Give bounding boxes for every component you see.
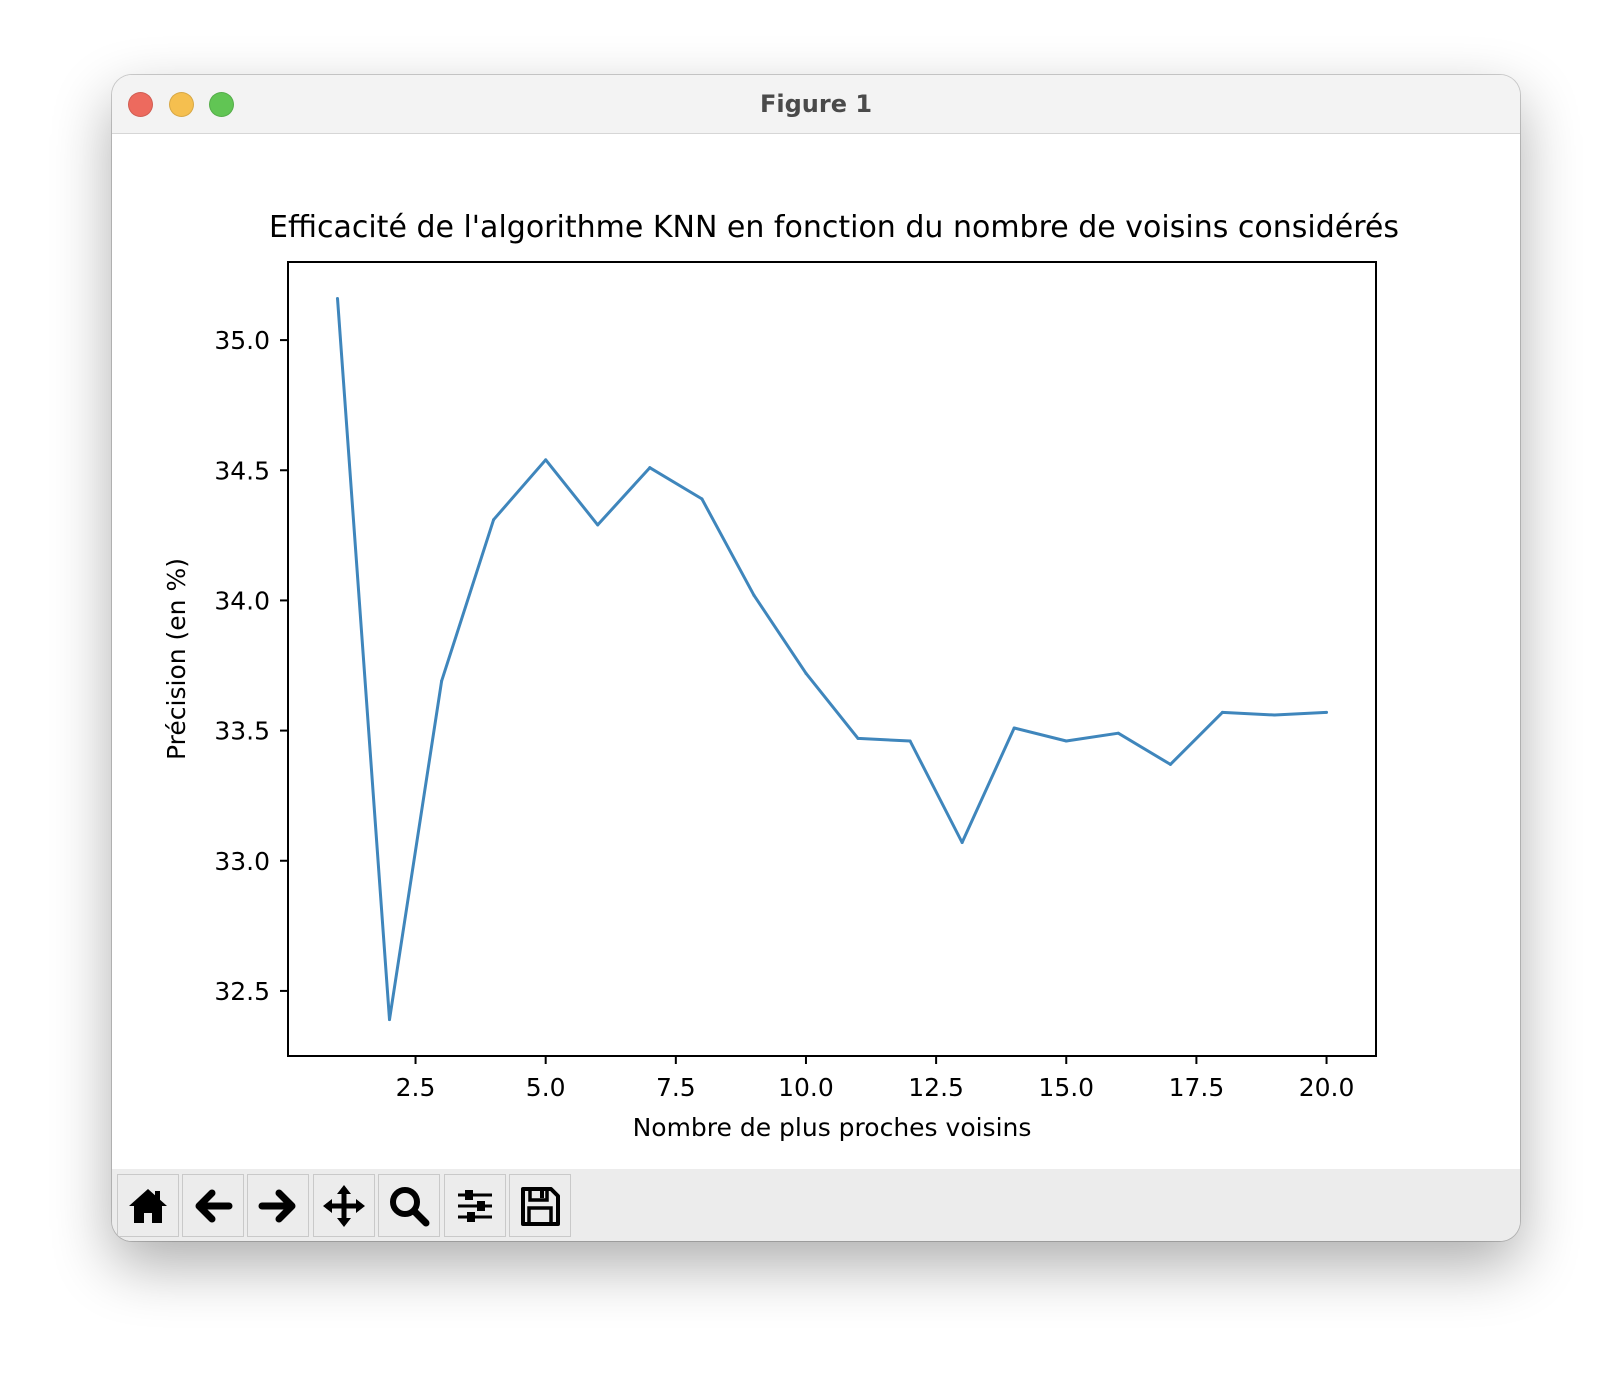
back-button[interactable] bbox=[182, 1174, 244, 1237]
save-floppy-icon bbox=[521, 1186, 560, 1226]
data-point bbox=[544, 458, 548, 462]
chart-title: Efficacité de l'algorithme KNN en foncti… bbox=[269, 210, 1399, 245]
maximize-window-button[interactable] bbox=[209, 92, 234, 117]
zoom-magnifier-icon bbox=[390, 1186, 430, 1226]
data-point bbox=[1325, 710, 1329, 714]
data-point bbox=[492, 518, 496, 522]
data-point bbox=[1116, 731, 1120, 735]
forward-button[interactable] bbox=[247, 1174, 309, 1237]
data-point bbox=[752, 593, 756, 597]
save-button[interactable] bbox=[509, 1174, 571, 1237]
x-tick-label: 5.0 bbox=[526, 1073, 566, 1102]
home-icon bbox=[129, 1188, 167, 1223]
figure-canvas: Efficacité de l'algorithme KNN en foncti… bbox=[112, 134, 1520, 1169]
window-title: Figure 1 bbox=[759, 90, 873, 118]
data-point bbox=[648, 466, 652, 470]
y-tick-label: 33.0 bbox=[214, 847, 270, 876]
x-tick-label: 2.5 bbox=[396, 1073, 436, 1102]
minimize-window-button[interactable] bbox=[169, 92, 194, 117]
y-tick-label: 32.5 bbox=[214, 977, 270, 1006]
plot-frame bbox=[287, 261, 1377, 1057]
y-tick-label: 33.5 bbox=[214, 717, 270, 746]
line-chart: Efficacité de l'algorithme KNN en foncti… bbox=[162, 210, 1399, 1142]
data-point bbox=[1272, 713, 1276, 717]
subplots-button[interactable] bbox=[444, 1174, 506, 1237]
data-point bbox=[908, 739, 912, 743]
y-axis-label: Précision (en %) bbox=[162, 558, 191, 760]
x-tick-label: 7.5 bbox=[656, 1073, 696, 1102]
data-point bbox=[960, 841, 964, 845]
y-tick-label: 34.5 bbox=[214, 456, 270, 485]
figure-window: Figure 1 Efficacité de l'algorithme KNN … bbox=[112, 75, 1520, 1241]
zoom-button[interactable] bbox=[378, 1174, 440, 1237]
x-tick-label: 10.0 bbox=[778, 1073, 834, 1102]
x-tick-label: 12.5 bbox=[908, 1073, 964, 1102]
data-point bbox=[335, 296, 339, 300]
y-tick-label: 35.0 bbox=[214, 326, 270, 355]
navigation-toolbar bbox=[112, 1169, 1520, 1241]
forward-arrow-icon bbox=[258, 1189, 296, 1222]
series-line bbox=[336, 298, 1327, 1022]
pan-move-icon bbox=[323, 1184, 365, 1227]
x-axis-label: Nombre de plus proches voisins bbox=[633, 1113, 1032, 1142]
data-point bbox=[1168, 762, 1172, 766]
data-point bbox=[1064, 739, 1068, 743]
data-point bbox=[596, 523, 600, 527]
x-tick-label: 15.0 bbox=[1038, 1073, 1094, 1102]
subplots-sliders-icon bbox=[458, 1189, 492, 1222]
data-point bbox=[1220, 710, 1224, 714]
title-bar: Figure 1 bbox=[112, 75, 1520, 134]
data-point bbox=[700, 497, 704, 501]
close-window-button[interactable] bbox=[128, 92, 153, 117]
y-tick-label: 34.0 bbox=[214, 586, 270, 615]
back-arrow-icon bbox=[195, 1189, 233, 1222]
data-point bbox=[856, 736, 860, 740]
data-point bbox=[440, 679, 444, 683]
data-point bbox=[388, 1018, 392, 1022]
data-point bbox=[804, 671, 808, 675]
x-tick-label: 20.0 bbox=[1299, 1073, 1355, 1102]
pan-button[interactable] bbox=[313, 1174, 375, 1237]
data-point bbox=[1012, 726, 1016, 730]
home-button[interactable] bbox=[117, 1174, 179, 1237]
x-tick-label: 17.5 bbox=[1169, 1073, 1225, 1102]
